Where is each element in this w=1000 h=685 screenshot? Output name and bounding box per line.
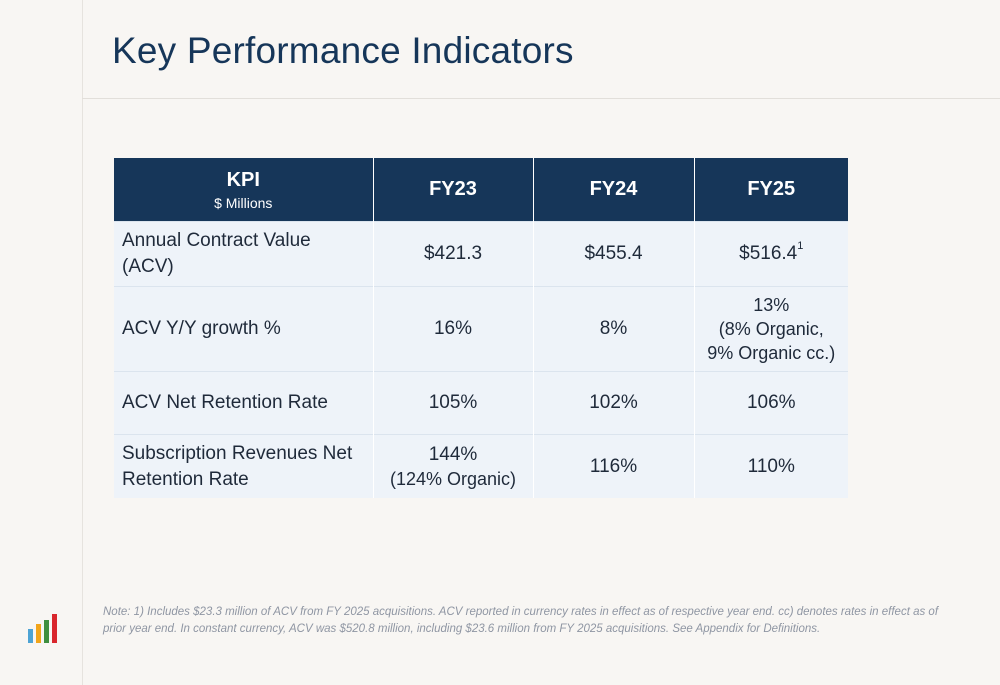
cell-growth-fy25-organic: (8% Organic, [718,318,824,339]
bar-chart-logo-icon [28,613,58,643]
header-fy24: FY24 [532,158,694,222]
cell-nrr-fy25: 106% [693,371,848,435]
footnote-marker: 1 [797,240,804,253]
footnote: Note: 1) Includes $23.3 million of ACV f… [103,606,939,635]
row-label-acv-growth: ACV Y/Y growth % [114,286,373,372]
cell-sub-nrr-fy23: 144% (124% Organic) [372,434,533,498]
row-label-line: Annual Contract Value [122,230,311,252]
row-label-acv-nrr: ACV Net Retention Rate [114,371,373,435]
cell-growth-fy24: 8% [532,286,694,372]
cell-nrr-fy24: 102% [532,371,694,435]
table-row: ACV Net Retention Rate 105% 102% 106% [114,371,848,435]
kpi-table: KPI $ Millions FY23 FY24 FY25 Annual Con… [114,158,848,498]
cell-sub-nrr-fy25: 110% [693,434,848,498]
header-kpi: KPI $ Millions [114,158,373,222]
logo-bar [28,629,33,643]
row-label-line: Subscription Revenues Net [122,442,353,464]
row-label-line: (ACV) [122,256,174,277]
header-fy23: FY23 [372,158,533,222]
cell-acv-fy25: $516.41 [693,221,848,287]
cell-acv-fy25-value: $516.4 [739,243,798,265]
row-label-line: Retention Rate [122,468,249,490]
row-label-acv: Annual Contract Value (ACV) [114,221,373,287]
table-row: Annual Contract Value (ACV) $421.3 $455.… [114,221,848,287]
cell-sub-nrr-fy23-total: 144% [428,443,478,465]
cell-growth-fy23: 16% [372,286,533,372]
header-fy25: FY25 [693,158,848,222]
table-row: Subscription Revenues Net Retention Rate… [114,434,848,498]
logo-bar [36,624,41,643]
header-kpi-label: KPI [226,168,260,191]
cell-growth-fy25-total: 13% [753,294,790,315]
page-title: Key Performance Indicators [112,30,574,71]
cell-acv-fy24: $455.4 [532,221,694,287]
left-divider [82,0,83,685]
header-kpi-units: $ Millions [214,194,273,211]
cell-growth-fy25-organic-cc: 9% Organic cc.) [707,343,836,364]
cell-acv-fy23: $421.3 [372,221,533,287]
logo-bar [52,614,57,643]
table-row: ACV Y/Y growth % 16% 8% 13% (8% Organic,… [114,286,848,372]
cell-sub-nrr-fy24: 116% [532,434,694,498]
cell-sub-nrr-fy23-organic: (124% Organic) [389,469,517,490]
cell-nrr-fy23: 105% [372,371,533,435]
title-divider [82,98,1000,99]
logo-bar [44,620,49,643]
row-label-sub-nrr: Subscription Revenues Net Retention Rate [114,434,373,498]
table-header-row: KPI $ Millions FY23 FY24 FY25 [114,158,848,222]
cell-growth-fy25: 13% (8% Organic, 9% Organic cc.) [693,286,848,372]
